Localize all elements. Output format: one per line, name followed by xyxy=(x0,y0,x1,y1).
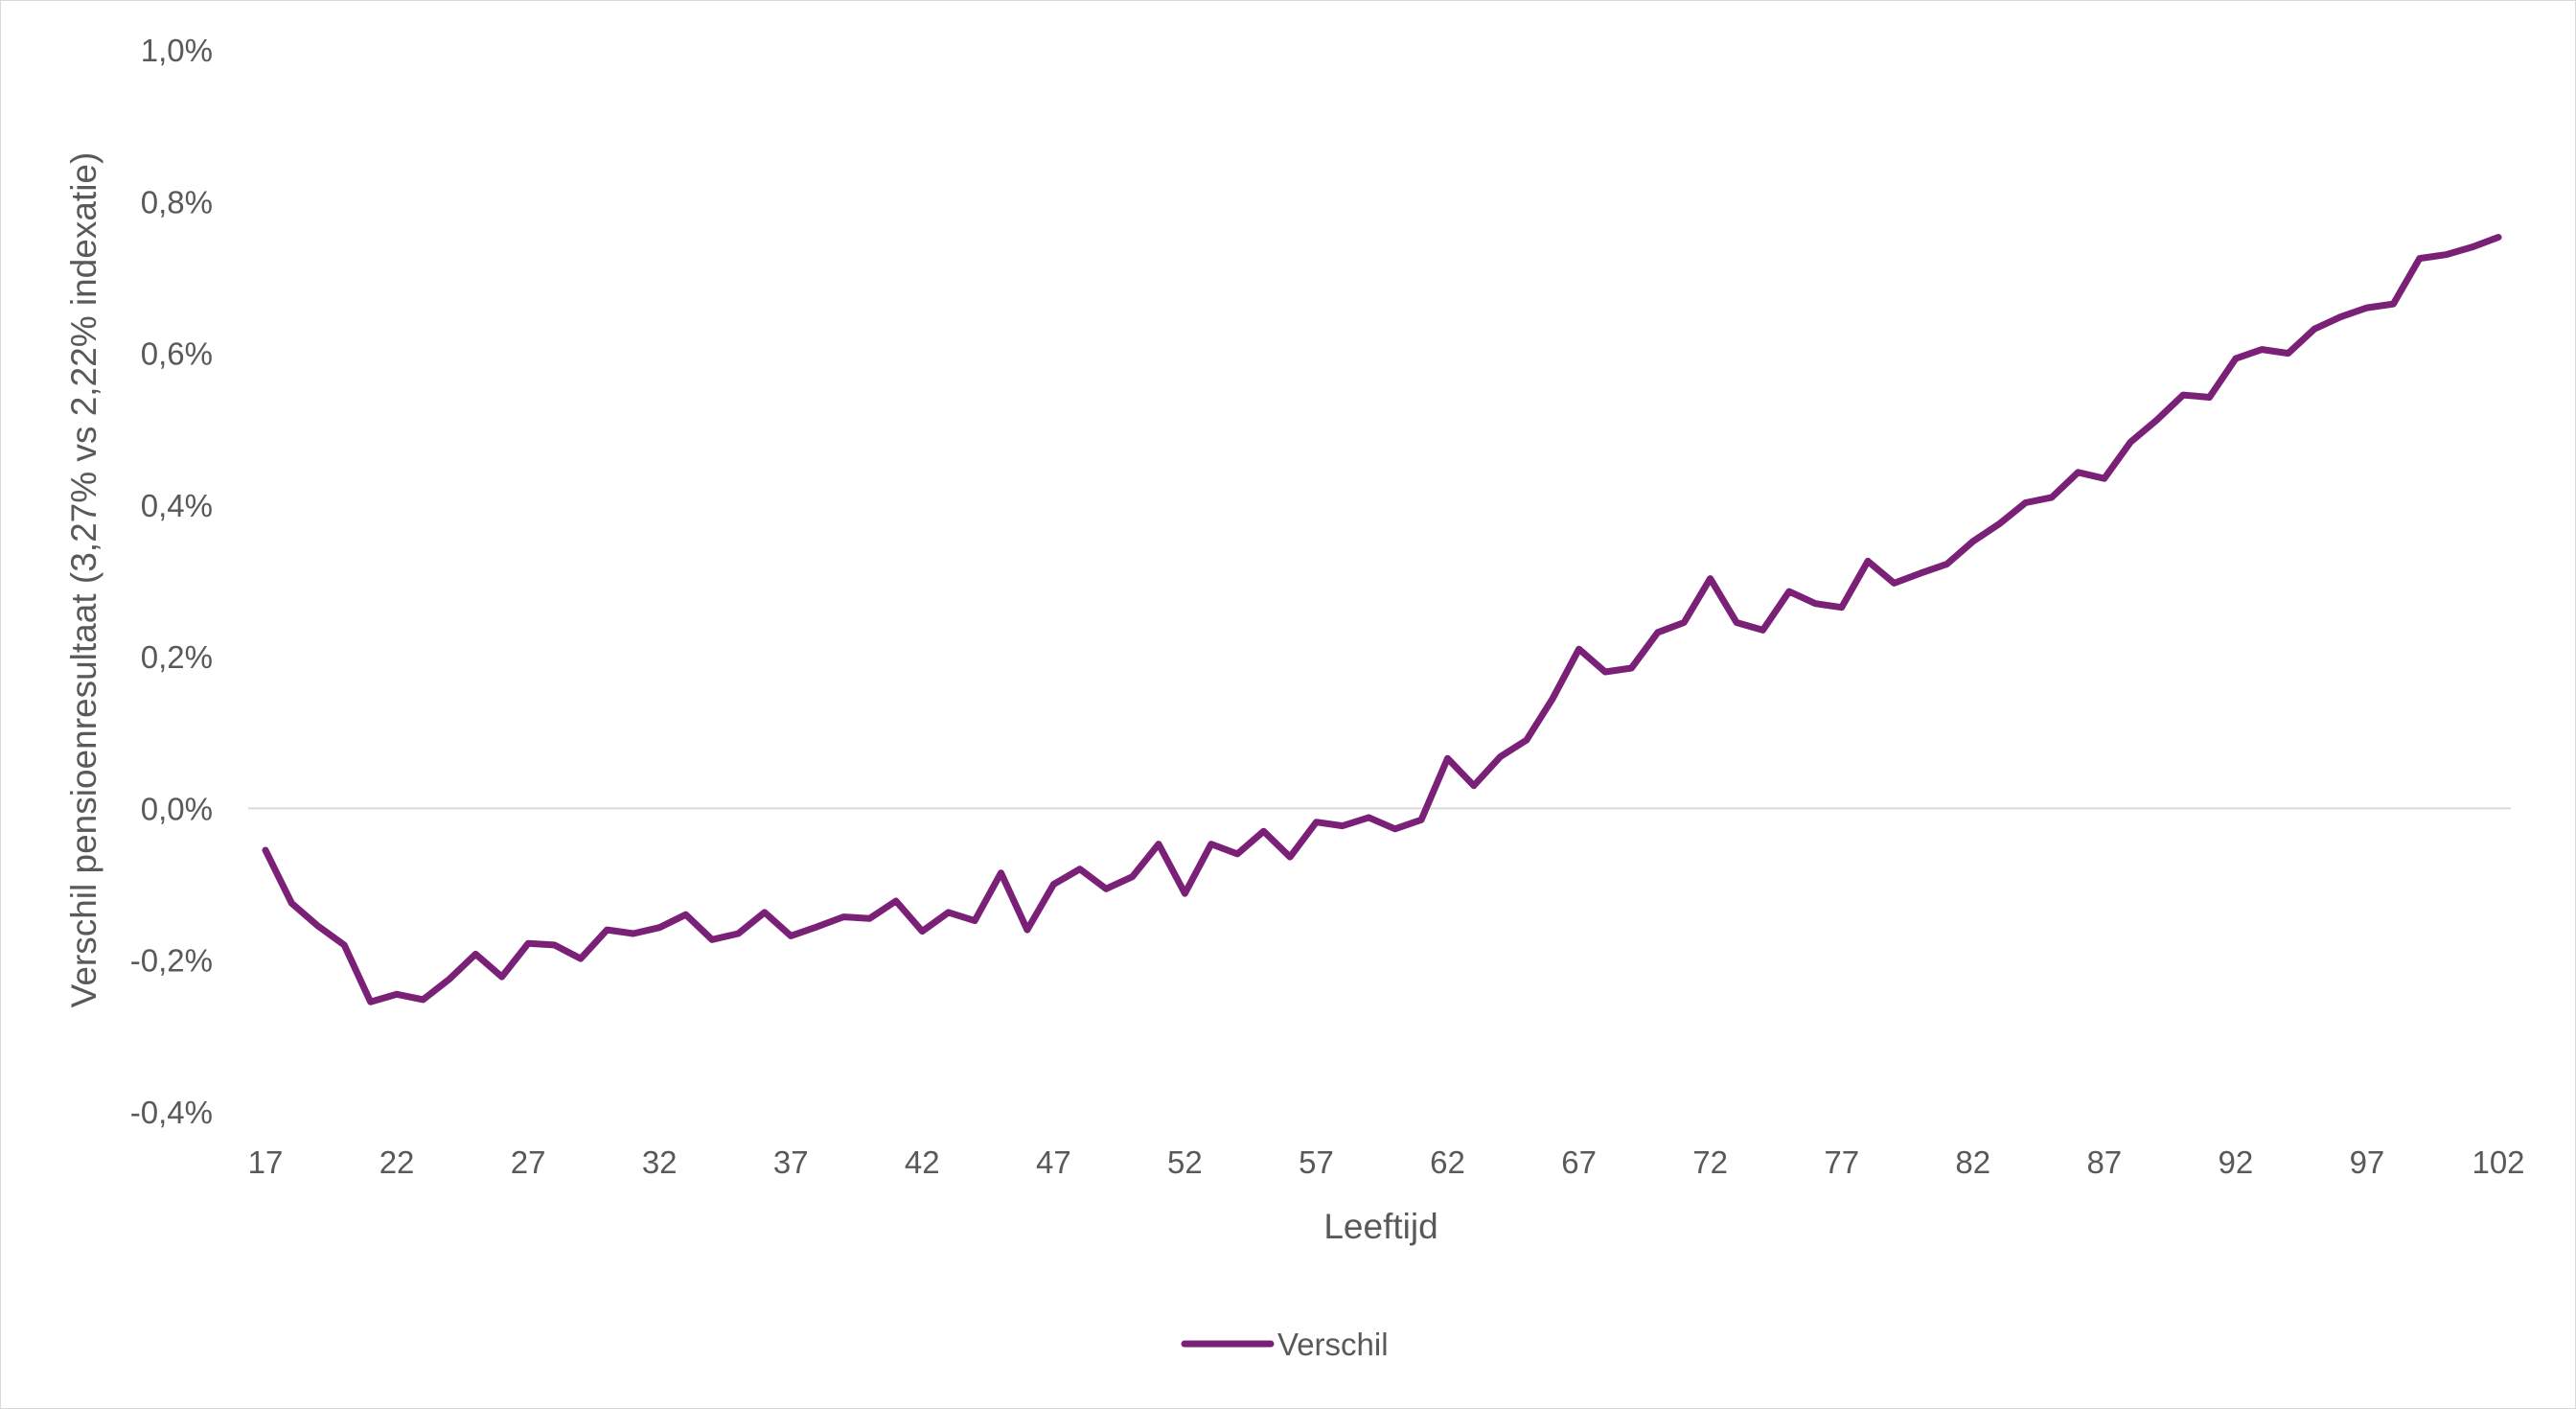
x-tick-label: 92 xyxy=(2219,1144,2254,1180)
x-axis-ticks: 17 22 27 32 37 42 47 52 57 62 67 72 77 82 87 92 97 102 xyxy=(248,1144,2525,1180)
x-tick-label: 97 xyxy=(2350,1144,2385,1180)
y-tick-label: 0,8% xyxy=(141,184,213,219)
y-tick-label: -0,2% xyxy=(130,943,213,979)
x-tick-label: 22 xyxy=(380,1144,415,1180)
y-tick-label: -0,4% xyxy=(130,1095,213,1130)
x-tick-label: 62 xyxy=(1430,1144,1465,1180)
series-line xyxy=(262,234,2502,1005)
y-tick-label: 0,4% xyxy=(141,488,213,523)
x-tick-label: 17 xyxy=(248,1144,284,1180)
y-axis-ticks: -0,4% -0,2% 0,0% 0,2% 0,4% 0,6% 0,8% 1,0% xyxy=(130,33,213,1130)
x-tick-label: 77 xyxy=(1824,1144,1859,1180)
x-tick-label: 27 xyxy=(511,1144,546,1180)
y-axis-title: Verschil pensioenresultaat (3,27% vs 2,2… xyxy=(64,152,104,1008)
x-tick-label: 102 xyxy=(2472,1144,2524,1180)
y-tick-label: 1,0% xyxy=(141,33,213,68)
x-tick-label: 47 xyxy=(1036,1144,1071,1180)
x-tick-label: 57 xyxy=(1299,1144,1334,1180)
x-tick-label: 67 xyxy=(1561,1144,1597,1180)
y-tick-label: 0,0% xyxy=(141,791,213,826)
x-tick-label: 87 xyxy=(2086,1144,2122,1180)
x-tick-label: 72 xyxy=(1692,1144,1728,1180)
x-tick-label: 82 xyxy=(1955,1144,1990,1180)
y-tick-label: 0,2% xyxy=(141,639,213,675)
series-group xyxy=(262,234,2502,1005)
legend-label: Verschil xyxy=(1277,1327,1389,1362)
legend: Verschil xyxy=(1181,1327,1389,1362)
x-tick-label: 52 xyxy=(1167,1144,1203,1180)
y-tick-label: 0,6% xyxy=(141,336,213,372)
x-tick-label: 37 xyxy=(773,1144,809,1180)
x-tick-label: 32 xyxy=(642,1144,678,1180)
x-axis-title: Leeftijd xyxy=(1323,1207,1438,1246)
x-tick-label: 42 xyxy=(905,1144,940,1180)
